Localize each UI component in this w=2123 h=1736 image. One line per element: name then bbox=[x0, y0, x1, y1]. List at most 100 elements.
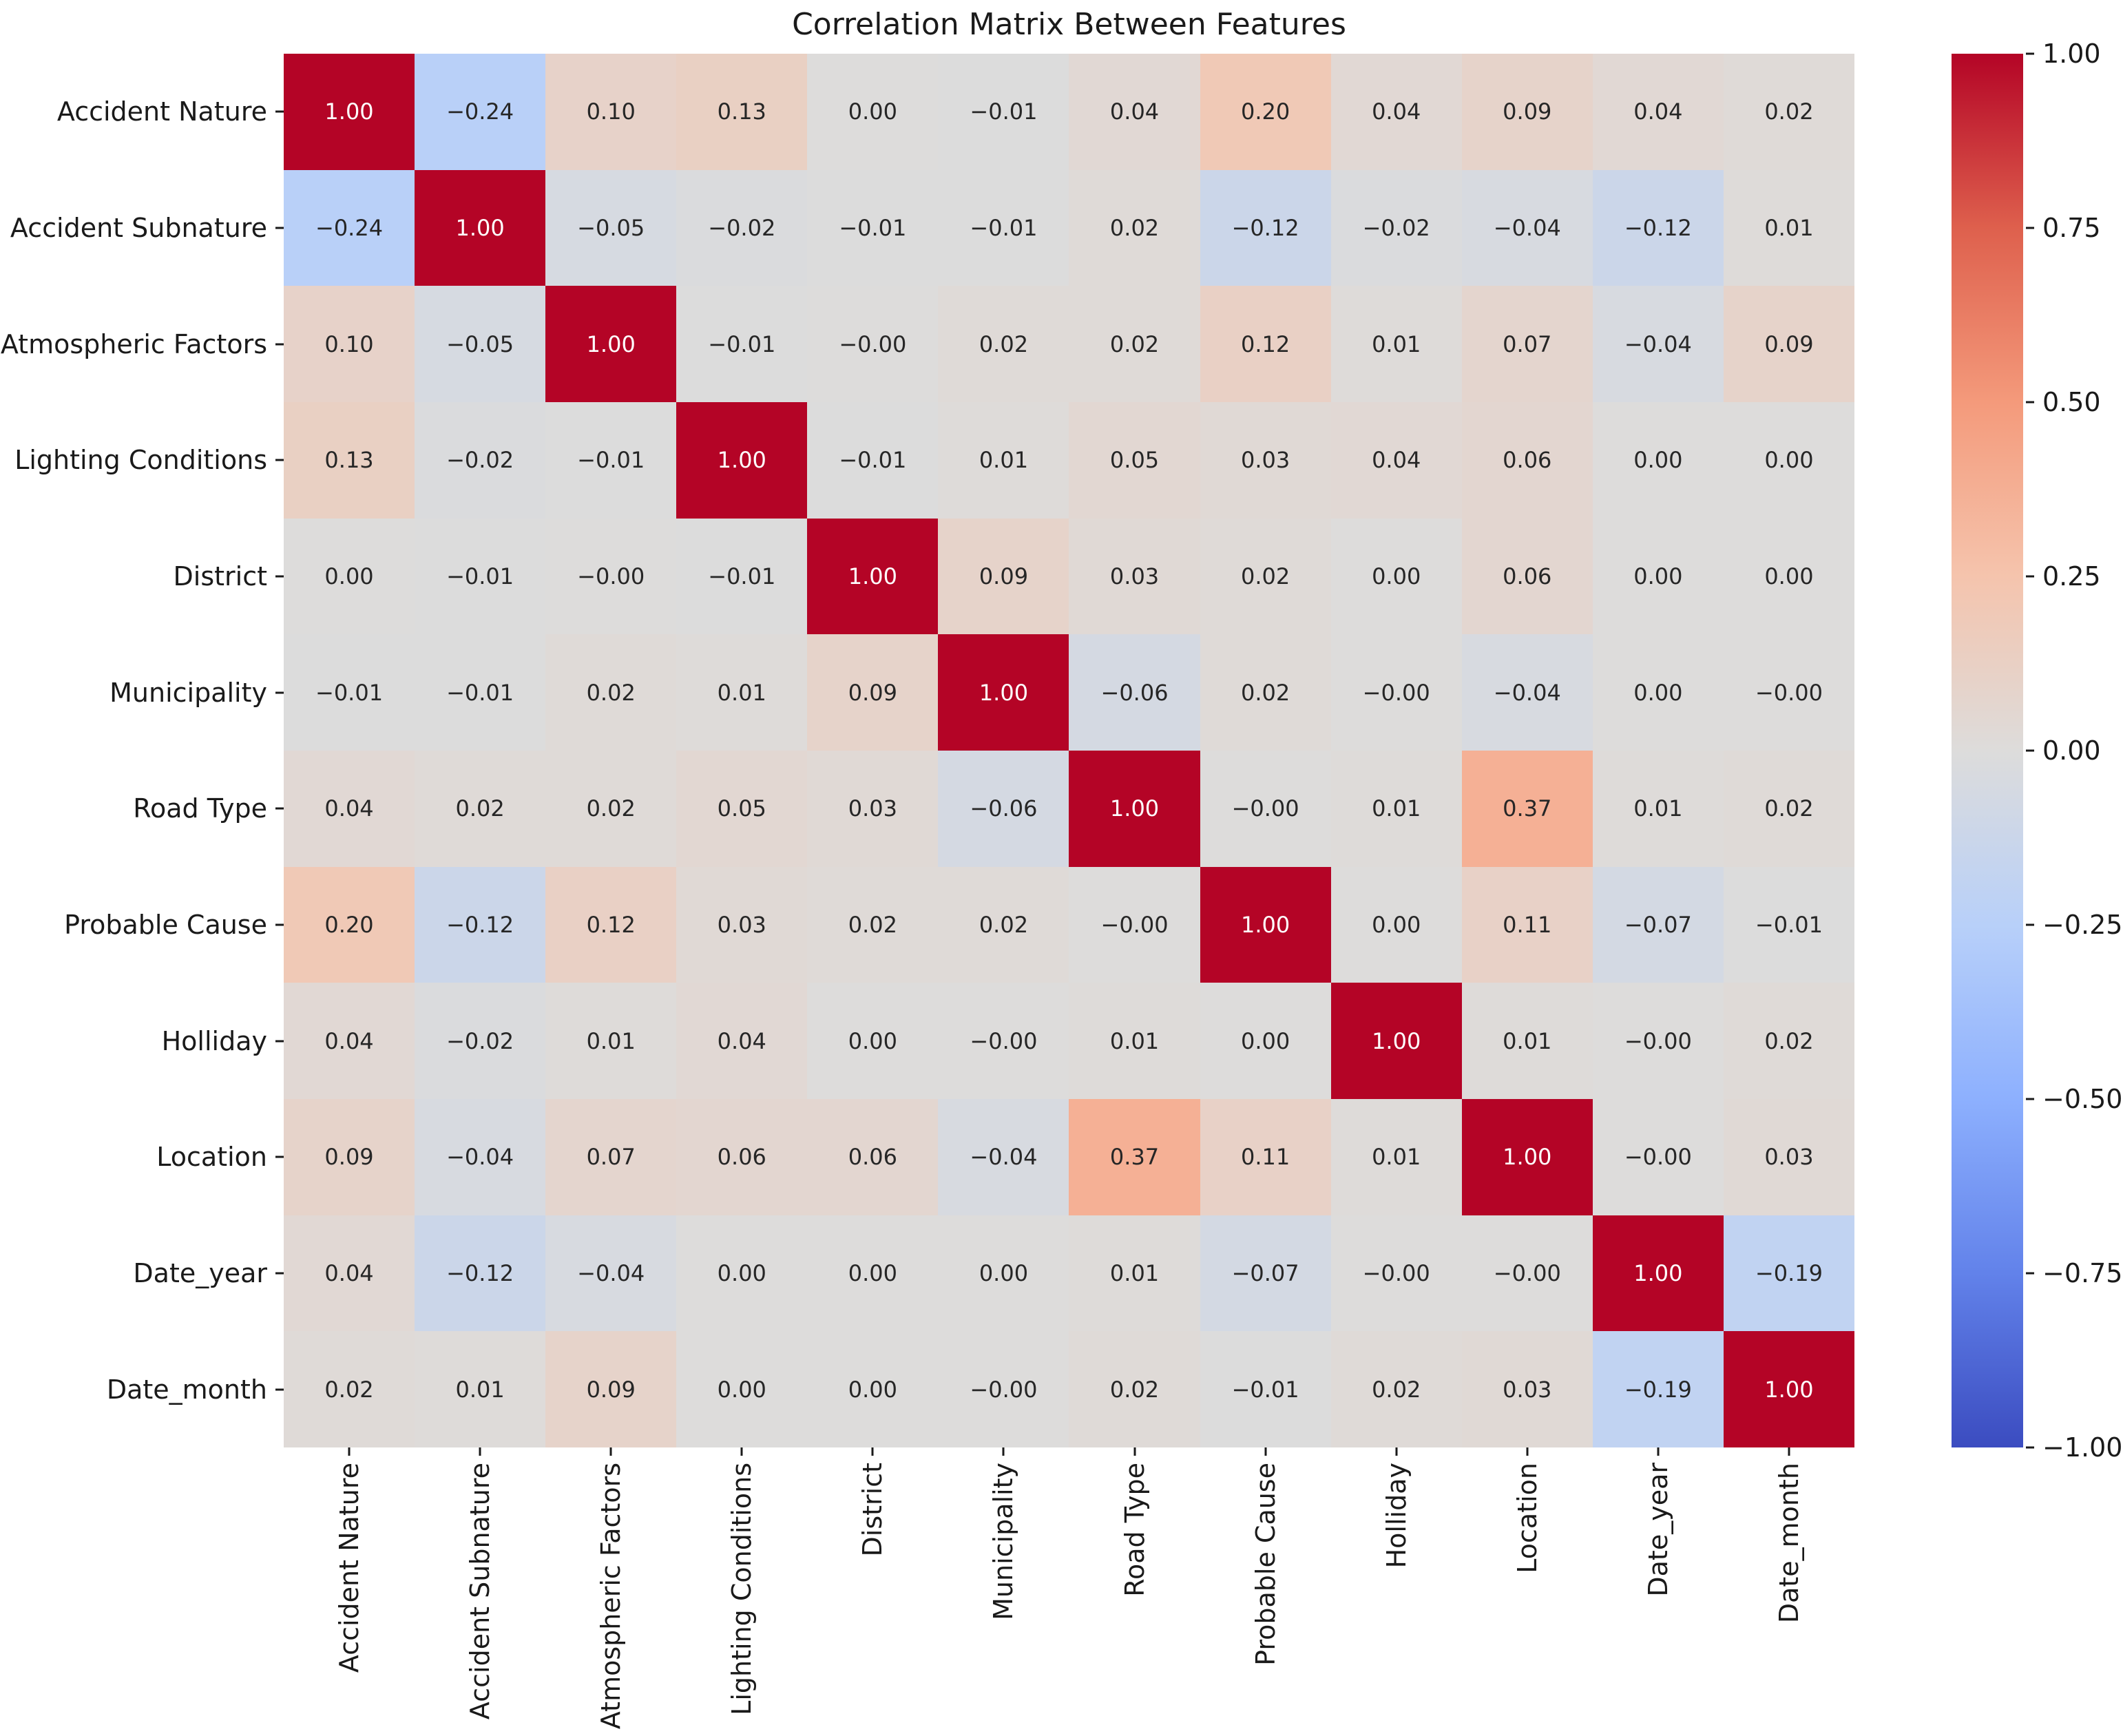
y-axis-tick bbox=[275, 807, 284, 810]
colorbar-tick-label: 0.75 bbox=[2042, 213, 2101, 243]
heatmap-cell: −0.12 bbox=[1592, 169, 1724, 286]
y-axis-label: Accident Nature bbox=[56, 96, 267, 127]
heatmap-cell: 0.20 bbox=[284, 866, 415, 983]
colorbar-tick bbox=[2026, 401, 2034, 404]
heatmap-cell: 0.09 bbox=[284, 1099, 415, 1215]
heatmap-cell: 0.02 bbox=[807, 866, 939, 983]
y-axis: Accident Nature Accident Subnature Atmosph… bbox=[0, 54, 284, 1447]
heatmap-cell: 0.02 bbox=[1330, 1331, 1462, 1447]
heatmap-cell: −0.00 bbox=[1592, 983, 1724, 1099]
heatmap-cell: 0.01 bbox=[1330, 286, 1462, 402]
colorbar-tick bbox=[2026, 749, 2034, 752]
x-axis-label: Probable Cause bbox=[1250, 1463, 1281, 1666]
heatmap-cell: −0.00 bbox=[1723, 634, 1854, 751]
x-axis-tick bbox=[871, 1447, 874, 1456]
y-axis-tick bbox=[275, 1155, 284, 1158]
heatmap-cell: 0.00 bbox=[807, 983, 939, 1099]
heatmap-cell: 0.03 bbox=[1200, 402, 1331, 519]
heatmap-cell: −0.01 bbox=[1200, 1331, 1331, 1447]
heatmap-cell: −0.01 bbox=[676, 286, 808, 402]
heatmap-cell: 0.04 bbox=[284, 1215, 415, 1332]
x-axis-tick bbox=[479, 1447, 481, 1456]
heatmap-cell: −0.00 bbox=[545, 518, 677, 635]
y-axis-label: Location bbox=[156, 1142, 267, 1173]
colorbar: 1.00 0.75 0.50 0.25 0.00 −0.25 −0.50 −0.75 −1.00 bbox=[1952, 39, 2123, 1463]
heatmap-cell: −0.02 bbox=[415, 402, 546, 519]
heatmap-cell: −0.19 bbox=[1723, 1215, 1854, 1332]
heatmap-cell: 0.03 bbox=[807, 751, 939, 867]
heatmap-cell: 0.02 bbox=[1723, 54, 1854, 170]
heatmap-cell: −0.01 bbox=[938, 169, 1069, 286]
heatmap-cell: 0.04 bbox=[1592, 54, 1724, 170]
heatmap-cell: −0.04 bbox=[545, 1215, 677, 1332]
heatmap-cell: 1.00 bbox=[938, 634, 1069, 751]
colorbar-tick bbox=[2026, 227, 2034, 229]
colorbar-tick-label: −0.25 bbox=[2042, 910, 2123, 940]
heatmap-cell: 0.01 bbox=[1330, 1099, 1462, 1215]
colorbar-tick-label: 0.00 bbox=[2042, 735, 2101, 766]
heatmap-cell: 0.05 bbox=[1069, 402, 1200, 519]
heatmap-cell: 0.01 bbox=[1723, 169, 1854, 286]
heatmap-cell: −0.01 bbox=[676, 518, 808, 635]
heatmap-cell: 0.01 bbox=[545, 983, 677, 1099]
x-axis-label: District bbox=[857, 1463, 888, 1557]
heatmap-cell: 0.06 bbox=[676, 1099, 808, 1215]
heatmap-cell: 1.00 bbox=[545, 286, 677, 402]
heatmap-cell: 0.02 bbox=[1723, 983, 1854, 1099]
colorbar-tick bbox=[2026, 575, 2034, 578]
heatmap-cell: 0.09 bbox=[545, 1331, 677, 1447]
x-axis-tick bbox=[348, 1447, 351, 1456]
heatmap-cell: 0.00 bbox=[1723, 402, 1854, 519]
x-axis-label: Atmospheric Factors bbox=[596, 1463, 627, 1730]
heatmap-cell: −0.12 bbox=[1200, 169, 1331, 286]
y-axis-label: Accident Subnature bbox=[10, 213, 267, 243]
heatmap-cell: 0.02 bbox=[415, 751, 546, 867]
heatmap-cell: −0.04 bbox=[1461, 169, 1593, 286]
x-axis-tick bbox=[1395, 1447, 1398, 1456]
y-axis-label: Date_year bbox=[133, 1258, 267, 1288]
colorbar-tick-label: 0.25 bbox=[2042, 561, 2101, 592]
heatmap-cell: −0.00 bbox=[938, 1331, 1069, 1447]
heatmap-cell: 0.00 bbox=[807, 1215, 939, 1332]
heatmap-cell: 0.09 bbox=[1461, 54, 1593, 170]
heatmap-cell: 0.01 bbox=[1461, 983, 1593, 1099]
heatmap-cell: −0.04 bbox=[938, 1099, 1069, 1215]
heatmap-cell: 0.12 bbox=[1200, 286, 1331, 402]
heatmap-cell: −0.24 bbox=[415, 54, 546, 170]
y-axis-tick bbox=[275, 459, 284, 461]
y-axis-label: Lighting Conditions bbox=[14, 445, 267, 476]
heatmap-cell: 0.00 bbox=[1592, 402, 1724, 519]
heatmap-cell: 0.02 bbox=[938, 866, 1069, 983]
heatmap-cell: 0.02 bbox=[284, 1331, 415, 1447]
heatmap-cell: 0.02 bbox=[545, 634, 677, 751]
colorbar-tick bbox=[2026, 1446, 2034, 1449]
heatmap-cell: 0.01 bbox=[1069, 1215, 1200, 1332]
heatmap-cell: 0.02 bbox=[1069, 1331, 1200, 1447]
heatmap-cell: −0.00 bbox=[1592, 1099, 1724, 1215]
heatmap-cell: 0.00 bbox=[807, 54, 939, 170]
x-axis-tick bbox=[609, 1447, 612, 1456]
heatmap-cell: 0.00 bbox=[1592, 634, 1724, 751]
heatmap-cell: 0.03 bbox=[676, 866, 808, 983]
y-axis-label: District bbox=[173, 561, 268, 592]
heatmap-cell: 1.00 bbox=[1069, 751, 1200, 867]
y-axis-tick bbox=[275, 1040, 284, 1043]
x-axis-tick bbox=[1788, 1447, 1790, 1456]
colorbar-tick-label: −0.75 bbox=[2042, 1258, 2123, 1288]
heatmap-cell: 0.05 bbox=[676, 751, 808, 867]
y-axis-label: Atmospheric Factors bbox=[0, 328, 267, 359]
heatmap-cell: 1.00 bbox=[1461, 1099, 1593, 1215]
heatmap-cell: 0.00 bbox=[676, 1331, 808, 1447]
y-axis-tick bbox=[275, 691, 284, 694]
colorbar-tick bbox=[2026, 923, 2034, 926]
heatmap-cell: −0.02 bbox=[1330, 169, 1462, 286]
heatmap-cell: 0.07 bbox=[1461, 286, 1593, 402]
y-axis-label: Date_month bbox=[106, 1374, 267, 1405]
heatmap-cell: 0.00 bbox=[676, 1215, 808, 1332]
heatmap-cell: −0.04 bbox=[1592, 286, 1724, 402]
heatmap-cell: −0.01 bbox=[807, 402, 939, 519]
heatmap-cell: 0.37 bbox=[1069, 1099, 1200, 1215]
heatmap-cell: 0.12 bbox=[545, 866, 677, 983]
heatmap-cell: 0.01 bbox=[1592, 751, 1724, 867]
